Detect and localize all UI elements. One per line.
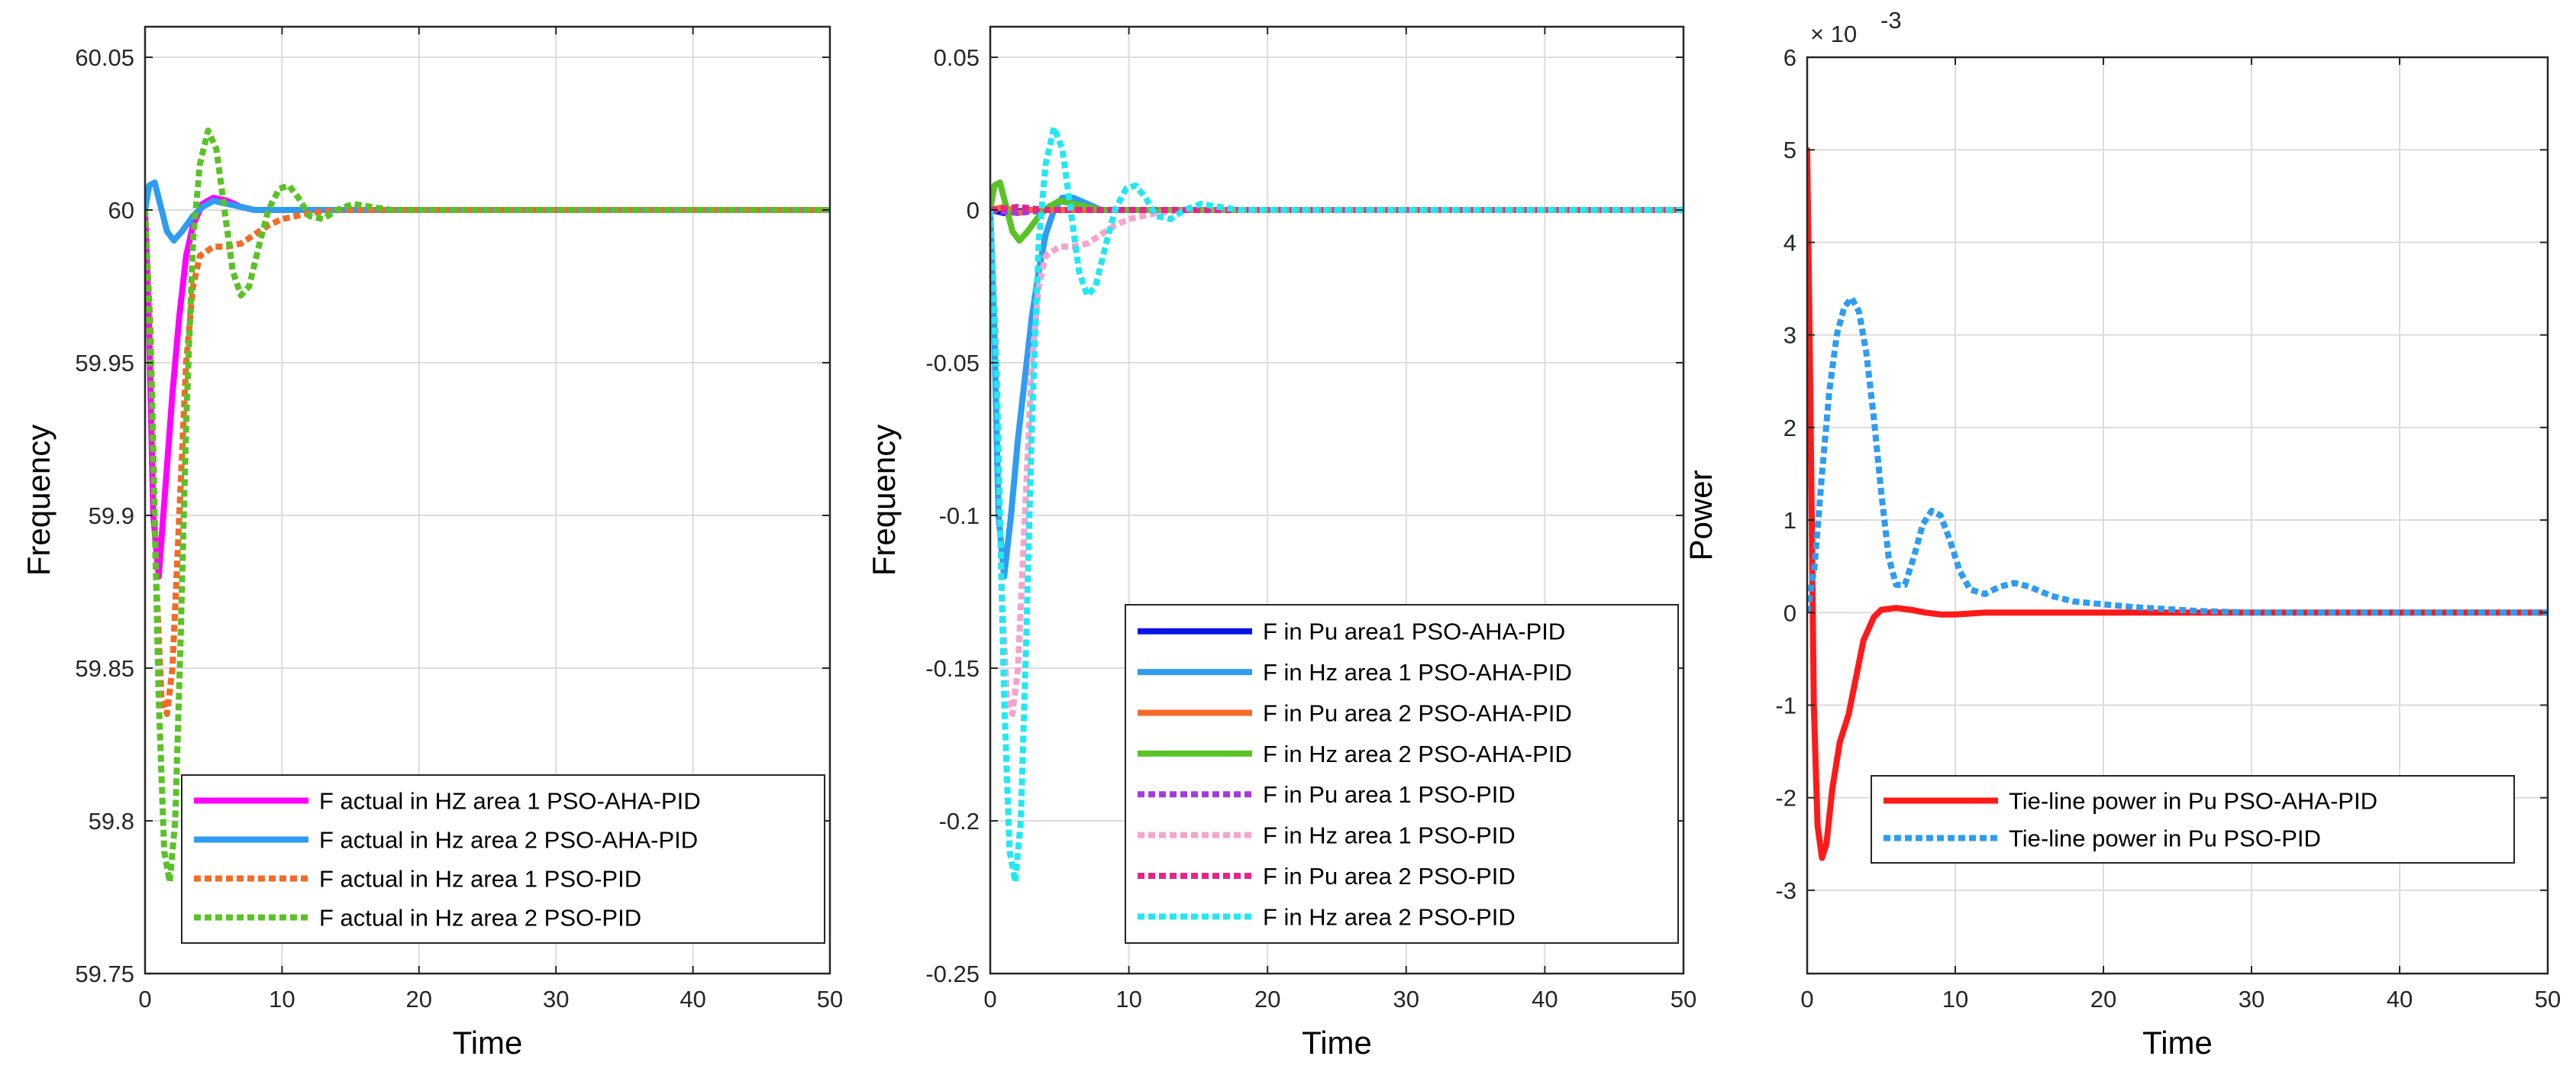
y-tick-label: 60.05 <box>75 44 134 71</box>
legend-label: F in Pu area 2 PSO-PID <box>1263 863 1516 890</box>
series-group <box>145 128 830 885</box>
series-line-7 <box>990 204 1683 213</box>
x-tick-label: 50 <box>1671 986 1696 1013</box>
x-axis-label: Time <box>453 1025 523 1061</box>
legend-box <box>1871 775 2515 864</box>
axes-box <box>144 25 831 975</box>
axes-box <box>1806 56 2549 975</box>
series-group <box>990 124 1683 885</box>
x-tick-label: 40 <box>680 986 705 1013</box>
legend-box <box>1125 604 1679 944</box>
y-tick-label: -0.2 <box>939 808 980 835</box>
x-tick-label: 20 <box>1254 986 1280 1013</box>
legend-label: F in Hz area 1 PSO-PID <box>1263 822 1516 849</box>
y-tick-label: 59.85 <box>75 655 134 682</box>
x-tick-label: 40 <box>2387 986 2413 1013</box>
panel-3-tie-line-power: 0 10 20 30 40 50 -3 -2 -1 0 1 2 3 4 5 6 × 10 -3 Time Power T… <box>1683 7 2561 1061</box>
x-tick-label: 50 <box>2535 986 2561 1013</box>
legend-label: F in Pu area1 PSO-AHA-PID <box>1263 619 1565 645</box>
legend-label: F in Pu area 2 PSO-AHA-PID <box>1263 699 1572 726</box>
y-tick-label: -2 <box>1775 785 1796 812</box>
y-tick-label: 1 <box>1784 507 1796 534</box>
y-tick-label: -0.1 <box>939 502 980 529</box>
y-tick-label: 59.9 <box>89 502 134 529</box>
x-tick-label: 0 <box>1800 986 1813 1013</box>
y-tick-label: -1 <box>1775 692 1796 719</box>
axis-exponent-label: × 10 <box>1810 21 1857 47</box>
series-line-4 <box>145 128 830 885</box>
x-tick-label: 50 <box>817 986 843 1013</box>
series-line-6 <box>990 207 1683 717</box>
y-axis-label: Frequency <box>21 425 56 576</box>
series-line-3 <box>145 207 830 717</box>
legend-label: F in Pu area 1 PSO-PID <box>1263 781 1516 808</box>
y-tick-label: -0.05 <box>925 350 980 376</box>
x-axis-label: Time <box>2142 1025 2213 1061</box>
series-line-4 <box>990 179 1683 244</box>
legend-label: F actual in Hz area 1 PSO-PID <box>319 866 641 893</box>
x-tick-label: 0 <box>983 986 996 1013</box>
y-tick-label: 3 <box>1784 322 1796 349</box>
y-tick-label: 6 <box>1784 44 1796 71</box>
y-tick-label: 60 <box>108 197 134 224</box>
legend-label: Tie-line power in Pu PSO-PID <box>2009 825 2321 852</box>
legend-label: F in Hz area 2 PSO-PID <box>1263 903 1516 930</box>
y-tick-label: -0.15 <box>925 655 980 682</box>
y-tick-label: -0.25 <box>925 961 980 987</box>
legend: Tie-line power in Pu PSO-AHA-PID Tie-line… <box>1871 775 2515 864</box>
series-line-1 <box>1807 147 2548 861</box>
y-tick-label: 59.95 <box>75 350 134 376</box>
axes-box <box>989 25 1685 975</box>
y-tick-label: 2 <box>1784 415 1796 441</box>
y-tick-label: 0 <box>1784 599 1796 626</box>
series-group <box>1807 147 2548 861</box>
series-line-2 <box>145 179 830 244</box>
x-tick-label: 20 <box>406 986 432 1013</box>
x-axis-label: Time <box>1302 1025 1372 1061</box>
y-tick-label: 4 <box>1784 229 1796 256</box>
x-tick-label: 30 <box>1393 986 1419 1013</box>
y-tick-label: -3 <box>1775 877 1796 904</box>
legend-label: F in Hz area 1 PSO-AHA-PID <box>1263 659 1572 686</box>
series-line-8 <box>990 124 1683 885</box>
axis-exponent-power: -3 <box>1880 7 1902 34</box>
legend: F actual in HZ area 1 PSO-AHA-PID F actua… <box>181 774 825 944</box>
x-tick-label: 10 <box>1115 986 1141 1013</box>
panel-1-frequency-hz: 0 10 20 30 40 50 59.75 59.8 59.85 59.9 59.95 60 60.0… <box>21 25 843 1061</box>
y-tick-label: 0.05 <box>934 44 980 71</box>
x-tick-label: 0 <box>138 986 151 1013</box>
y-tick-label: 5 <box>1784 137 1796 163</box>
y-axis-label: Frequency <box>866 425 902 576</box>
y-tick-label: 59.75 <box>75 961 134 987</box>
legend-label: F actual in HZ area 1 PSO-AHA-PID <box>319 788 701 815</box>
legend-label: Tie-line power in Pu PSO-AHA-PID <box>2009 788 2377 815</box>
panel-2-frequency-pu: 0 10 20 30 40 50 -0.25 -0.2 -0.15 -0.1 -0.05 0 0.05 T… <box>866 25 1696 1061</box>
legend-label: F in Hz area 2 PSO-AHA-PID <box>1263 741 1572 767</box>
y-axis-label: Power <box>1683 470 1719 560</box>
legend-label: F actual in Hz area 2 PSO-PID <box>319 905 641 932</box>
x-tick-label: 20 <box>2090 986 2116 1013</box>
y-tick-label: 59.8 <box>89 808 134 835</box>
legend: F in Pu area1 PSO-AHA-PID F in Hz area 1 … <box>1125 604 1679 944</box>
x-tick-label: 10 <box>269 986 295 1013</box>
x-tick-label: 30 <box>2239 986 2264 1013</box>
y-tick-label: 0 <box>967 197 980 224</box>
legend-label: F actual in Hz area 2 PSO-AHA-PID <box>319 827 698 854</box>
x-tick-label: 30 <box>543 986 569 1013</box>
x-tick-label: 40 <box>1532 986 1558 1013</box>
x-tick-label: 10 <box>1942 986 1968 1013</box>
series-line-2 <box>1807 295 2548 616</box>
